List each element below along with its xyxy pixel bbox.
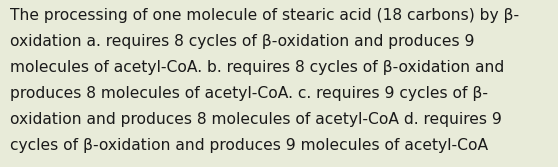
Text: The processing of one molecule of stearic acid (18 carbons) by β-: The processing of one molecule of steari… — [10, 8, 519, 23]
Text: cycles of β-oxidation and produces 9 molecules of acetyl-CoA: cycles of β-oxidation and produces 9 mol… — [10, 138, 488, 153]
Text: molecules of acetyl-CoA. b. requires 8 cycles of β-oxidation and: molecules of acetyl-CoA. b. requires 8 c… — [10, 60, 504, 75]
Text: oxidation and produces 8 molecules of acetyl-CoA d. requires 9: oxidation and produces 8 molecules of ac… — [10, 112, 502, 127]
Text: produces 8 molecules of acetyl-CoA. c. requires 9 cycles of β-: produces 8 molecules of acetyl-CoA. c. r… — [10, 86, 488, 101]
Text: oxidation a. requires 8 cycles of β-oxidation and produces 9: oxidation a. requires 8 cycles of β-oxid… — [10, 34, 474, 49]
